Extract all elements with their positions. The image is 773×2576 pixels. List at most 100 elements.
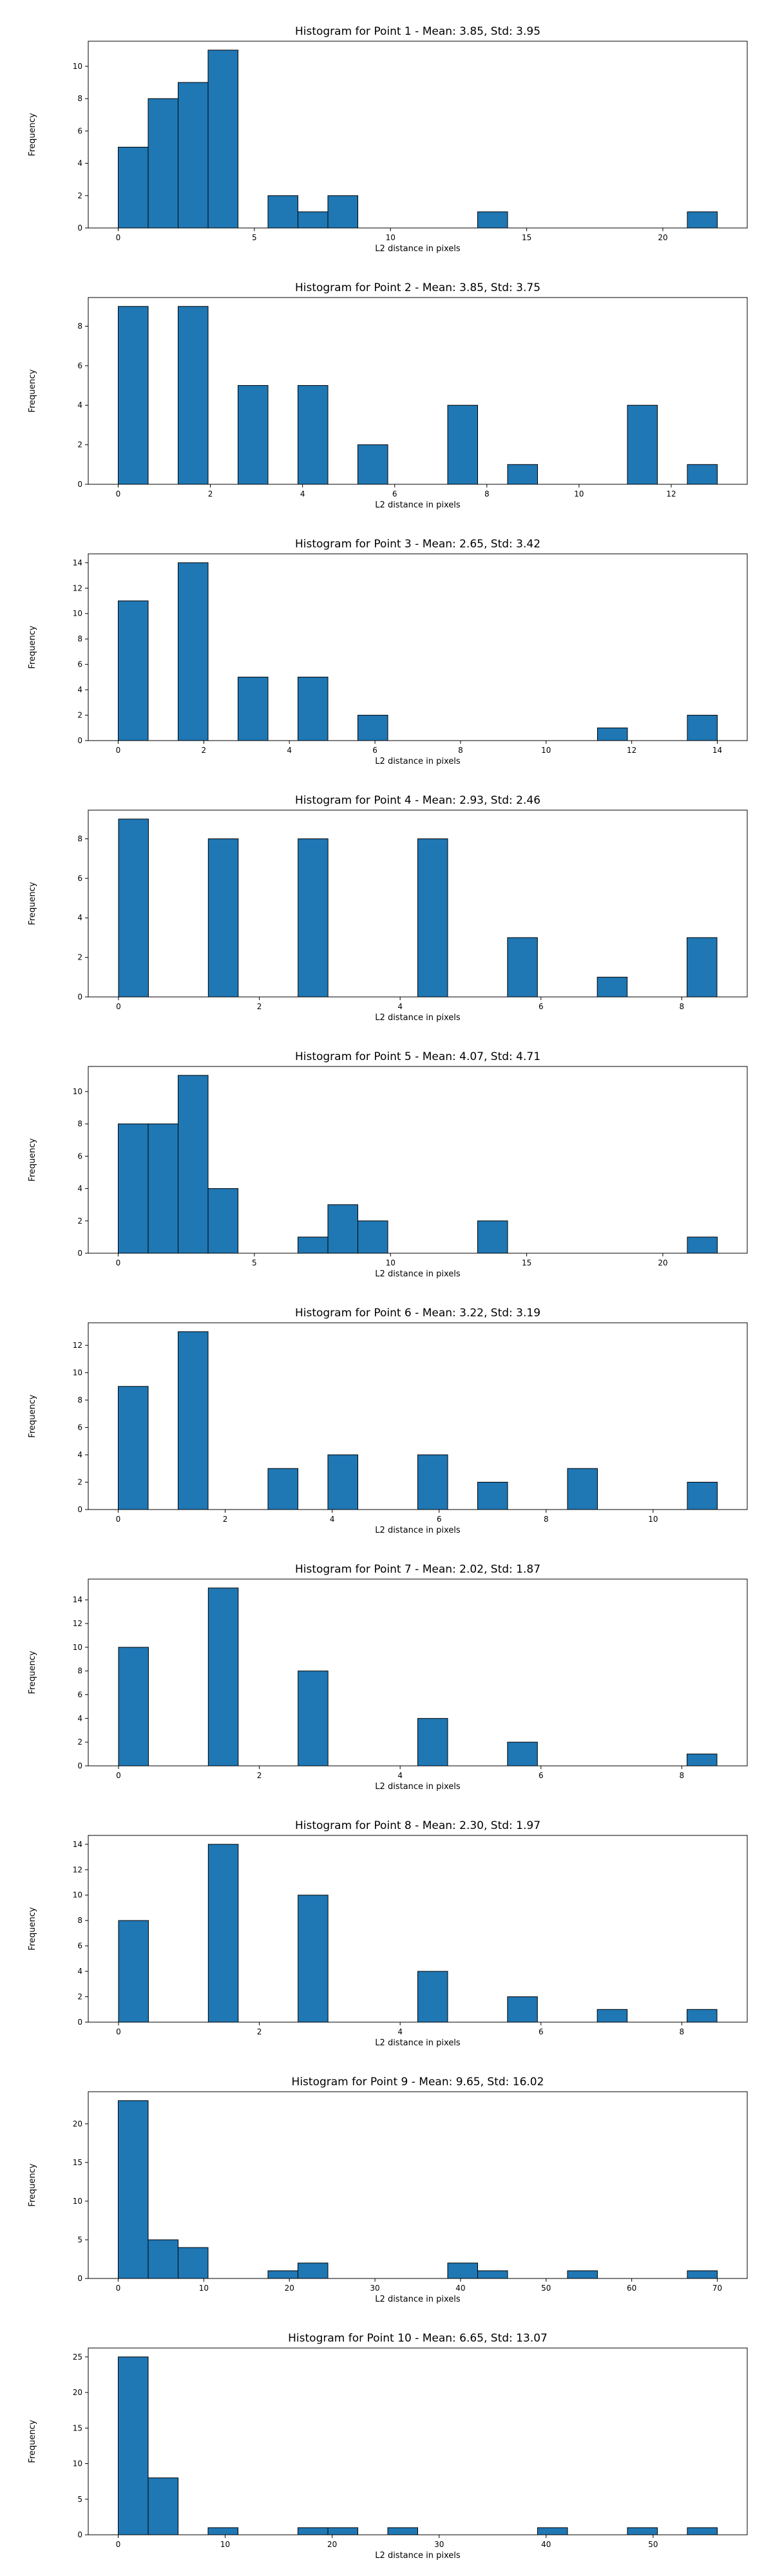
- chart-1-bar-3: [178, 82, 209, 229]
- chart-8-ytick-label-2: 2: [77, 1993, 82, 2002]
- chart-7-ytick-label-14: 14: [73, 1595, 82, 1604]
- chart-7-ytick-label-8: 8: [77, 1667, 82, 1676]
- chart-7-title: Histogram for Point 7 - Mean: 2.02, Std:…: [295, 1563, 540, 1576]
- chart-9-bar-20: [687, 2270, 718, 2279]
- chart-1-ytick-label-6: 6: [77, 126, 82, 135]
- chart-9-ytick-label-20: 20: [73, 2119, 82, 2128]
- chart-5-axes-frame: [88, 1066, 748, 1254]
- chart-6-bar-16: [567, 1468, 598, 1510]
- chart-1-xtick-label-5: 5: [252, 233, 257, 242]
- chart-8-ytick-label-0: 0: [77, 2018, 82, 2027]
- chart-5-xlabel: L2 distance in pixels: [375, 1269, 461, 1279]
- chart-4-bar-1: [118, 819, 149, 998]
- chart-3-bar-17: [597, 727, 628, 741]
- chart-5-bar-1: [118, 1123, 149, 1254]
- chart-7-ytick-label-10: 10: [73, 1643, 82, 1652]
- chart-10-ytick-label-20: 20: [73, 2388, 82, 2397]
- chart-1-bar-6: [267, 195, 298, 229]
- chart-8-ylabel: Frequency: [28, 1907, 37, 1950]
- chart-5-ytick-label-2: 2: [77, 1217, 82, 1226]
- chart-2-xlabel: L2 distance in pixels: [375, 500, 461, 510]
- chart-4-bar-7: [298, 838, 329, 998]
- chart-8-bar-4: [207, 1844, 239, 2023]
- chart-1-xtick-label-15: 15: [522, 233, 531, 242]
- chart-6-ytick-label-2: 2: [77, 1478, 82, 1487]
- chart-9-ylabel: Frequency: [28, 2163, 37, 2206]
- chart-5-bar-4: [207, 1188, 238, 1254]
- chart-4-xtick-label-8: 8: [680, 1002, 685, 1011]
- chart-6-bar-11: [417, 1454, 448, 1510]
- chart-10-xtick-label-0: 0: [116, 2540, 121, 2549]
- chart-6-ytick-label-4: 4: [77, 1450, 82, 1459]
- chart-3-bar-20: [687, 715, 718, 741]
- chart-7-bar-7: [298, 1671, 329, 1766]
- chart-8-bar-14: [507, 1996, 538, 2023]
- chart-2-xtick-label-10: 10: [574, 489, 584, 498]
- chart-10-bar-15: [537, 2527, 568, 2535]
- chart-5-ytick-label-6: 6: [77, 1151, 82, 1160]
- chart-8-xtick-label-8: 8: [680, 2027, 685, 2036]
- chart-10-xtick-label-20: 20: [327, 2540, 337, 2549]
- chart-2-ytick-label-0: 0: [77, 480, 82, 489]
- chart-5-xtick-label-5: 5: [252, 1258, 257, 1267]
- chart-7-xtick-label-8: 8: [680, 1771, 685, 1780]
- chart-6-bar-3: [178, 1331, 209, 1510]
- chart-7-ylabel: Frequency: [28, 1651, 37, 1694]
- chart-7-bar-1: [118, 1647, 149, 1766]
- chart-4-bar-11: [417, 838, 448, 998]
- chart-1-ytick-label-10: 10: [73, 62, 82, 71]
- chart-7-xtick-label-4: 4: [397, 1771, 403, 1780]
- chart-3-ytick-label-4: 4: [77, 685, 82, 694]
- chart-6-ylabel: Frequency: [28, 1394, 37, 1437]
- chart-2-bar-9: [358, 444, 388, 485]
- chart-10-xtick-label-30: 30: [434, 2540, 444, 2549]
- chart-3-bar-9: [358, 715, 388, 741]
- chart-7-xtick-label-6: 6: [539, 1771, 544, 1780]
- chart-6-bar-20: [687, 1482, 718, 1510]
- chart-1-title: Histogram for Point 1 - Mean: 3.85, Std:…: [295, 25, 540, 38]
- chart-9-xtick-label-0: 0: [116, 2284, 121, 2293]
- chart-1-axes-frame: [88, 41, 748, 229]
- chart-10-bar-1: [118, 2356, 149, 2535]
- chart-7-axes-frame: [88, 1578, 748, 1766]
- chart-9-ytick-label-10: 10: [73, 2197, 82, 2206]
- chart-7-bar-11: [417, 1718, 448, 1766]
- chart-8-xtick-label-2: 2: [257, 2027, 262, 2036]
- chart-9-bar-1: [118, 2100, 149, 2279]
- chart-9-ytick-label-15: 15: [73, 2158, 82, 2167]
- chart-8-bar-20: [687, 2009, 718, 2023]
- chart-1-bar-2: [148, 98, 178, 229]
- chart-3-ytick-label-0: 0: [77, 736, 82, 745]
- chart-3-xtick-label-8: 8: [458, 746, 463, 755]
- chart-4-ytick-label-6: 6: [77, 874, 82, 883]
- chart-9-bar-16: [567, 2270, 598, 2279]
- chart-3-ytick-label-2: 2: [77, 711, 82, 720]
- chart-3-bar-1: [118, 600, 149, 741]
- chart-8-xtick-label-4: 4: [397, 2027, 403, 2036]
- chart-5-bar-13: [477, 1220, 508, 1254]
- chart-6-bar-13: [477, 1482, 508, 1510]
- chart-6-title: Histogram for Point 6 - Mean: 3.22, Std:…: [295, 1307, 540, 1320]
- chart-5-ytick-label-8: 8: [77, 1119, 82, 1128]
- chart-4-xlabel: L2 distance in pixels: [375, 1013, 461, 1023]
- chart-8-axes-frame: [88, 1835, 748, 2023]
- chart-7-ytick-label-4: 4: [77, 1714, 82, 1723]
- chart-1-bar-4: [207, 50, 238, 229]
- chart-5-bar-9: [358, 1220, 388, 1254]
- chart-10-bar-8: [327, 2527, 358, 2535]
- chart-2-bar-5: [238, 385, 269, 485]
- chart-1-xtick-label-10: 10: [386, 233, 396, 242]
- chart-1-bar-13: [477, 211, 508, 229]
- chart-9-bar-13: [477, 2270, 508, 2279]
- chart-4-bar-20: [687, 937, 718, 998]
- chart-7-ytick-label-12: 12: [73, 1619, 82, 1628]
- chart-8-ytick-label-14: 14: [73, 1840, 82, 1849]
- chart-3-ytick-label-6: 6: [77, 660, 82, 669]
- chart-4-title: Histogram for Point 4 - Mean: 2.93, Std:…: [295, 794, 540, 807]
- chart-3-xtick-label-14: 14: [712, 746, 722, 755]
- chart-4-ylabel: Frequency: [28, 882, 37, 925]
- chart-1-ytick-label-8: 8: [77, 94, 82, 103]
- chart-2-axes-frame: [88, 297, 748, 485]
- chart-3-xtick-label-0: 0: [116, 746, 121, 755]
